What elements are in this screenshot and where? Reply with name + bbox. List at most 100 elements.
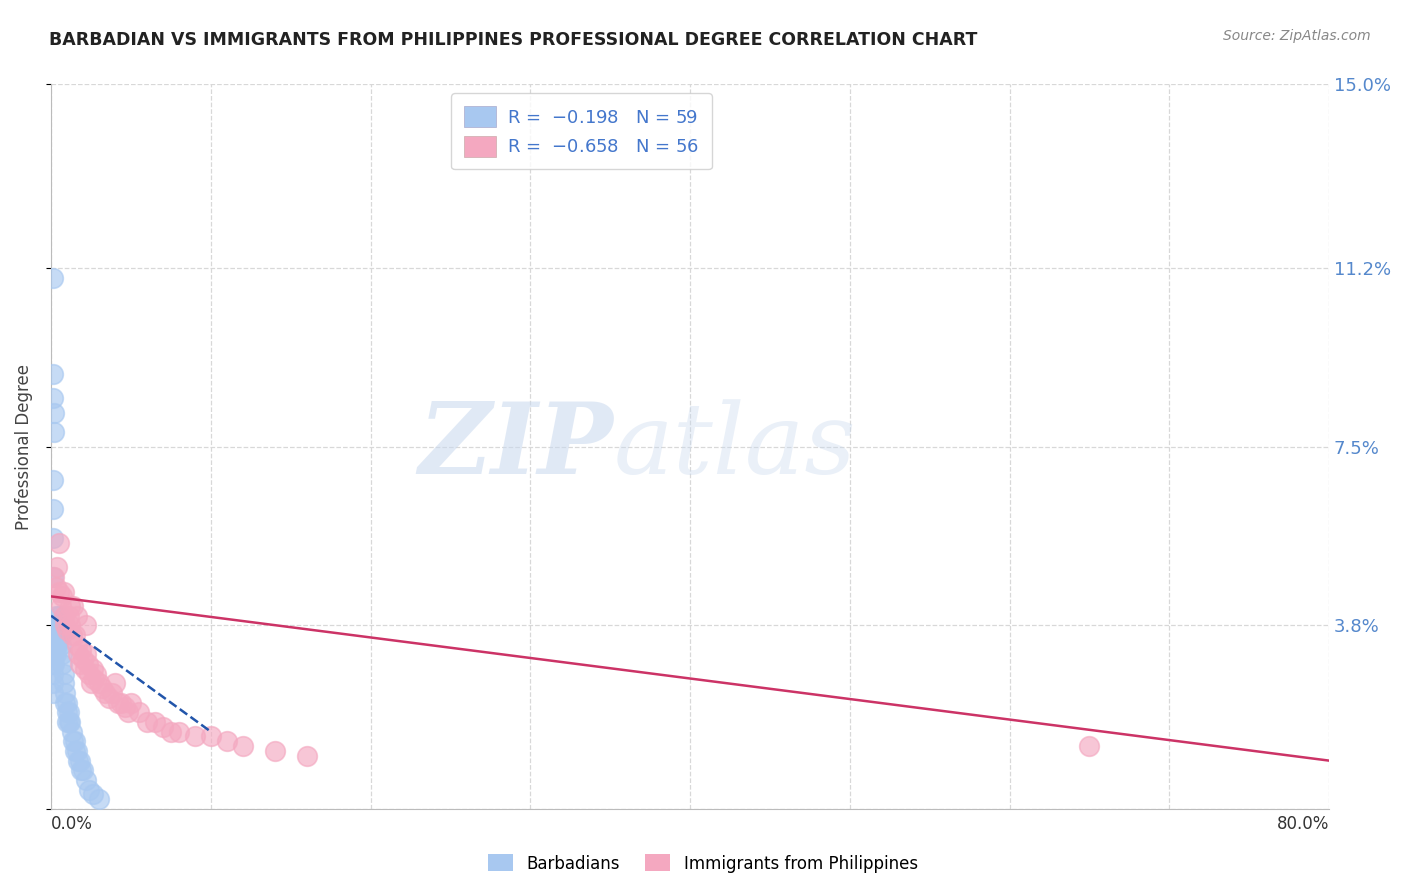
Point xyxy=(41,392,63,406)
Point xyxy=(69,754,91,768)
Point xyxy=(44,628,66,642)
Point xyxy=(72,652,94,666)
Point xyxy=(82,788,104,802)
Point xyxy=(135,714,157,729)
Point xyxy=(45,648,67,662)
Point xyxy=(41,686,63,700)
Point xyxy=(44,406,66,420)
Point xyxy=(48,618,70,632)
Point xyxy=(167,724,190,739)
Point xyxy=(56,696,79,710)
Point xyxy=(143,714,166,729)
Point xyxy=(62,734,84,748)
Point xyxy=(48,608,70,623)
Point xyxy=(60,628,83,642)
Point xyxy=(295,748,318,763)
Text: BARBADIAN VS IMMIGRANTS FROM PHILIPPINES PROFESSIONAL DEGREE CORRELATION CHART: BARBADIAN VS IMMIGRANTS FROM PHILIPPINES… xyxy=(49,31,977,49)
Point xyxy=(73,662,96,676)
Point xyxy=(58,706,80,720)
Point xyxy=(46,628,69,642)
Point xyxy=(72,764,94,778)
Point xyxy=(58,714,80,729)
Point xyxy=(117,706,139,720)
Text: 80.0%: 80.0% xyxy=(1277,814,1329,833)
Point xyxy=(44,570,66,584)
Point xyxy=(44,425,66,440)
Legend: Barbadians, Immigrants from Philippines: Barbadians, Immigrants from Philippines xyxy=(482,847,924,880)
Point xyxy=(48,536,70,550)
Point xyxy=(104,676,127,690)
Point xyxy=(184,730,207,744)
Point xyxy=(160,724,183,739)
Point xyxy=(51,657,73,671)
Text: atlas: atlas xyxy=(613,399,856,494)
Point xyxy=(51,590,73,604)
Point xyxy=(59,714,82,729)
Text: ZIP: ZIP xyxy=(419,399,613,495)
Point xyxy=(152,720,174,734)
Point xyxy=(110,696,132,710)
Point xyxy=(45,580,67,594)
Point xyxy=(44,648,66,662)
Point xyxy=(45,608,67,623)
Point xyxy=(83,672,105,686)
Point xyxy=(100,686,122,700)
Point xyxy=(41,502,63,516)
Point xyxy=(82,662,104,676)
Point xyxy=(55,618,77,632)
Point xyxy=(75,772,97,787)
Point xyxy=(70,764,93,778)
Point xyxy=(41,628,63,642)
Point xyxy=(52,584,75,599)
Point xyxy=(55,686,77,700)
Point xyxy=(59,599,82,613)
Point xyxy=(56,624,79,638)
Point xyxy=(120,696,142,710)
Point xyxy=(97,690,120,705)
Point xyxy=(67,754,90,768)
Point xyxy=(263,744,285,758)
Point xyxy=(114,700,136,714)
Point xyxy=(63,628,86,642)
Point xyxy=(52,608,75,623)
Point xyxy=(45,638,67,652)
Point xyxy=(84,666,107,681)
Point xyxy=(52,666,75,681)
Point xyxy=(49,628,72,642)
Point xyxy=(128,706,150,720)
Point xyxy=(65,608,87,623)
Point xyxy=(58,608,80,623)
Point xyxy=(56,706,79,720)
Point xyxy=(60,724,83,739)
Point xyxy=(94,686,117,700)
Point xyxy=(41,638,63,652)
Point xyxy=(65,744,87,758)
Point xyxy=(76,657,98,671)
Point xyxy=(87,792,110,806)
Point xyxy=(70,642,93,657)
Point xyxy=(87,676,110,690)
Text: 0.0%: 0.0% xyxy=(51,814,93,833)
Point xyxy=(63,734,86,748)
Point xyxy=(41,657,63,671)
Point xyxy=(49,638,72,652)
Point xyxy=(51,648,73,662)
Point xyxy=(48,584,70,599)
Point xyxy=(75,618,97,632)
Point xyxy=(62,599,84,613)
Point xyxy=(200,730,222,744)
Point xyxy=(1078,739,1101,753)
Point xyxy=(107,696,129,710)
Point xyxy=(80,676,103,690)
Point xyxy=(69,657,91,671)
Point xyxy=(41,474,63,488)
Legend: R =  $-$0.198   N = 59, R =  $-$0.658   N = 56: R = $-$0.198 N = 59, R = $-$0.658 N = 56 xyxy=(451,94,711,169)
Point xyxy=(49,599,72,613)
Point xyxy=(41,532,63,546)
Point xyxy=(41,270,63,285)
Point xyxy=(46,618,69,632)
Point xyxy=(41,648,63,662)
Point xyxy=(41,666,63,681)
Point xyxy=(91,681,114,695)
Point xyxy=(55,696,77,710)
